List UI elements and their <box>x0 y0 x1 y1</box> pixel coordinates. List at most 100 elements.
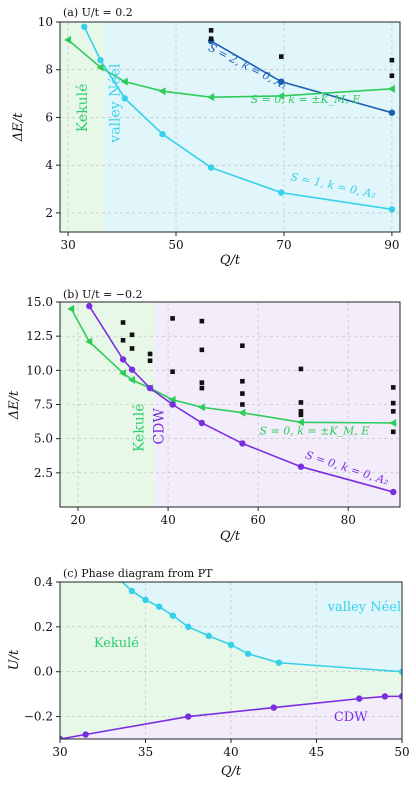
extra-point <box>298 412 304 418</box>
series-point <box>119 369 127 378</box>
panel-a-series <box>64 23 396 213</box>
series-point <box>82 731 89 738</box>
chart-label: valley Néel <box>327 600 402 615</box>
series-point <box>67 304 75 313</box>
x-tick-label: 45 <box>309 745 324 759</box>
extra-point <box>390 385 396 390</box>
extra-point <box>147 351 153 357</box>
y-tick-label: 10.0 <box>26 363 53 377</box>
series-point <box>207 93 215 102</box>
series-point <box>128 366 136 373</box>
extra-point <box>298 366 304 372</box>
series-point <box>381 693 389 700</box>
series-point <box>238 408 246 417</box>
panel-b-series <box>67 302 397 496</box>
x-tick-label: 40 <box>160 513 175 527</box>
y-tick-label: 15.0 <box>26 295 53 309</box>
extra-point <box>390 429 396 435</box>
panel-a: (a) U/t = 0.2 Kekulé valley Néel S = 2, k … <box>11 6 401 268</box>
extra-point <box>240 378 245 384</box>
panel-c-ylabel: U/t <box>7 649 22 670</box>
y-tick-label: 4 <box>45 158 53 172</box>
x-tick-label: 50 <box>394 745 409 759</box>
panel-c-labels: Kekulé valley Néel CDW <box>94 600 401 725</box>
panel-b-title: (b) U/t = −0.2 <box>63 288 142 301</box>
series-point <box>159 130 166 138</box>
panel-b-extra-points <box>120 316 396 435</box>
chart-label: CDW <box>152 408 168 445</box>
series-point <box>142 596 149 604</box>
series-point <box>207 164 215 171</box>
series-point <box>270 704 277 711</box>
series-point <box>119 356 127 363</box>
x-tick-label: 35 <box>138 745 153 759</box>
extra-point <box>390 409 396 414</box>
x-tick-label: 30 <box>52 745 67 759</box>
chart-label: S = 0, k = ±K_M, E <box>251 93 361 106</box>
y-tick-label: 0.2 <box>34 620 53 634</box>
panel-a-xlabel: Q/t <box>220 253 241 268</box>
series-point <box>278 189 285 196</box>
phase-region <box>104 22 401 232</box>
chart-label: Kekulé <box>94 636 139 651</box>
extra-point <box>389 73 395 78</box>
panel-b-xlabel: Q/t <box>220 529 241 544</box>
y-tick-label: 12.5 <box>26 329 53 343</box>
chart-label: Kekulé <box>75 84 91 133</box>
panel-c-xlabel: Q/t <box>221 764 242 779</box>
y-tick-label: 2 <box>45 206 53 220</box>
panel-b-ylabel: ΔE/t <box>7 390 22 420</box>
series-point <box>128 375 136 384</box>
series-point <box>185 713 192 720</box>
series-point <box>97 56 104 64</box>
series-point <box>398 693 402 700</box>
y-tick-label: 8 <box>45 63 53 77</box>
series-point <box>85 337 93 346</box>
y-tick-label: 2.5 <box>34 466 53 480</box>
series-point <box>297 463 305 470</box>
series-point <box>198 419 206 427</box>
x-tick-label: 90 <box>384 238 399 252</box>
extra-point <box>170 369 175 374</box>
series-point <box>146 384 154 392</box>
extra-point <box>199 318 205 324</box>
series-point <box>278 78 285 85</box>
extra-point <box>199 385 205 391</box>
series-point <box>96 63 104 72</box>
series-point <box>388 109 396 116</box>
series-point <box>128 587 136 595</box>
panel-b: (b) U/t = −0.2 Kekulé CDW S = 0, k = ±K_M,… <box>7 288 401 544</box>
extra-point <box>120 320 126 325</box>
series-point <box>387 84 395 93</box>
series-point <box>398 668 402 675</box>
series-point <box>197 403 205 412</box>
chart-label: S = 0, k = ±K_M, E <box>260 425 370 438</box>
extra-point <box>208 36 214 42</box>
panel-b-ticks: 20 40 60 80 2.5 5.0 7.5 10.0 12.5 15.0 <box>26 295 356 527</box>
series-point <box>60 735 64 739</box>
panel-c: (c) Phase diagram from PT Kekulé valley N… <box>7 567 410 779</box>
phase-region <box>60 22 105 232</box>
panel-a-frame <box>59 21 401 233</box>
x-tick-label: 40 <box>223 745 238 759</box>
x-tick-label: 20 <box>70 513 85 527</box>
series-point <box>388 206 396 213</box>
y-tick-label: 0.4 <box>34 575 53 589</box>
y-tick-label: 10 <box>38 15 53 29</box>
series-point <box>81 23 88 30</box>
panel-c-series <box>60 582 402 739</box>
y-tick-label: −0.2 <box>24 710 53 724</box>
extra-point <box>298 400 304 405</box>
series-point <box>239 440 246 447</box>
x-tick-label: 60 <box>251 513 266 527</box>
series-point <box>277 91 285 100</box>
x-tick-label: 70 <box>276 238 291 252</box>
series-point <box>169 612 177 619</box>
series-point <box>158 87 166 96</box>
panel-a-ylabel: ΔE/t <box>11 112 26 142</box>
series-point <box>227 641 235 648</box>
y-tick-label: 5.0 <box>34 432 53 446</box>
extra-point <box>199 380 205 385</box>
x-tick-label: 50 <box>168 238 183 252</box>
